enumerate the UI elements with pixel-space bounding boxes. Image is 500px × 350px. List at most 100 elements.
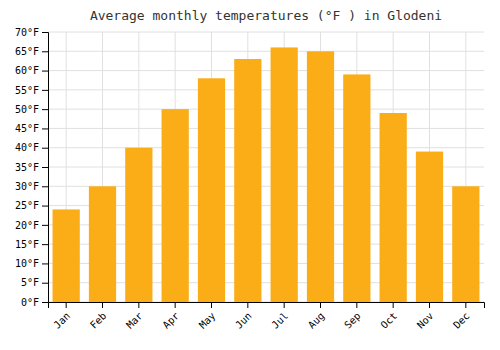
x-tick-label: Feb xyxy=(88,310,109,331)
x-tick: Sep xyxy=(342,302,363,331)
grid-line xyxy=(48,32,484,33)
y-tick: 65°F xyxy=(15,46,48,57)
y-tick-label: 25°F xyxy=(15,200,39,211)
y-tick-label: 60°F xyxy=(15,65,39,76)
bar xyxy=(452,186,479,302)
bar xyxy=(53,209,80,302)
x-tick-mark xyxy=(138,302,139,308)
grid-line xyxy=(48,51,484,52)
x-tick-mark xyxy=(102,302,103,308)
y-axis-line xyxy=(42,33,49,303)
x-tick-label: May xyxy=(197,310,218,331)
y-tick-label: 65°F xyxy=(15,46,39,57)
bars xyxy=(53,47,480,302)
x-tick: Jan xyxy=(52,302,73,331)
bar xyxy=(198,78,225,302)
y-tick-mark xyxy=(42,206,48,207)
x-tick-mark xyxy=(465,302,466,308)
y-tick: 10°F xyxy=(15,258,48,269)
bar xyxy=(162,109,189,302)
x-tick: Feb xyxy=(88,302,109,331)
x-tick-label: Jun xyxy=(233,310,254,331)
y-tick: 0°F xyxy=(21,297,48,308)
y-tick-mark xyxy=(42,167,48,168)
y-axis: 0°F 5°F 10°F 15°F 20°F 25°F 30°F 35°F 40°F 45°F 50… xyxy=(15,27,49,308)
x-tick-mark xyxy=(393,302,394,308)
x-tick-mark xyxy=(175,302,176,308)
y-tick: 45°F xyxy=(15,123,48,134)
y-tick-mark xyxy=(42,186,48,187)
bar xyxy=(380,113,407,302)
x-tick-mark xyxy=(356,302,357,308)
x-tick-label: Jan xyxy=(52,310,73,331)
y-tick-label: 35°F xyxy=(15,162,39,173)
x-grid xyxy=(66,32,466,302)
x-axis: Jan Feb Mar Apr May Jun Jul Aug Sep Oct Nov Dec xyxy=(49,302,485,331)
x-tick-label: Oct xyxy=(379,310,400,331)
x-tick-label: Apr xyxy=(161,310,182,331)
y-tick: 25°F xyxy=(15,200,48,211)
title: Average monthly temperatures (°F ) in Gl… xyxy=(90,8,442,23)
bar xyxy=(416,152,443,302)
y-tick-label: 70°F xyxy=(15,27,39,38)
y-tick-mark xyxy=(42,51,48,52)
x-tick: Aug xyxy=(306,302,327,331)
y-tick-mark xyxy=(42,32,48,33)
y-tick: 30°F xyxy=(15,181,48,192)
y-tick-label: 0°F xyxy=(21,297,39,308)
x-tick-mark xyxy=(66,302,67,308)
y-tick: 70°F xyxy=(15,27,48,38)
y-tick: 20°F xyxy=(15,220,48,231)
x-tick: May xyxy=(197,302,218,331)
y-tick-mark xyxy=(42,71,48,72)
x-tick-label: Aug xyxy=(306,310,327,331)
y-tick-label: 30°F xyxy=(15,181,39,192)
x-tick: Jun xyxy=(233,302,254,331)
x-tick: Jul xyxy=(270,302,291,331)
grid-line xyxy=(48,147,484,148)
y-tick-label: 45°F xyxy=(15,123,39,134)
grid-line xyxy=(48,128,484,129)
y-tick-mark xyxy=(42,283,48,284)
x-tick: Mar xyxy=(124,302,145,331)
grid-line xyxy=(48,109,484,110)
x-tick-mark xyxy=(284,302,285,308)
y-tick: 60°F xyxy=(15,65,48,76)
x-tick-mark xyxy=(320,302,321,308)
y-tick: 55°F xyxy=(15,85,48,96)
y-tick-mark xyxy=(42,90,48,91)
x-tick-label: Mar xyxy=(124,310,145,331)
x-axis-line xyxy=(49,303,485,309)
bar xyxy=(125,148,152,302)
bar xyxy=(307,51,334,302)
y-tick-label: 15°F xyxy=(15,239,39,250)
y-tick-mark xyxy=(42,109,48,110)
y-tick-label: 10°F xyxy=(15,258,39,269)
x-tick: Nov xyxy=(415,302,436,331)
y-tick: 15°F xyxy=(15,239,48,250)
y-tick: 5°F xyxy=(21,277,48,288)
y-tick-mark xyxy=(42,263,48,264)
x-tick: Dec xyxy=(451,302,472,331)
x-tick-mark xyxy=(211,302,212,308)
bar xyxy=(271,47,298,302)
x-tick: Oct xyxy=(379,302,400,331)
x-tick-mark xyxy=(429,302,430,308)
y-tick-mark xyxy=(42,225,48,226)
plot: 0°F 5°F 10°F 15°F 20°F 25°F 30°F 35°F 40°F 45°F 50… xyxy=(15,27,485,331)
bar xyxy=(89,186,116,302)
x-tick-label: Dec xyxy=(451,310,472,331)
grid-line xyxy=(48,70,484,71)
bar xyxy=(343,74,370,302)
y-tick-label: 50°F xyxy=(15,104,39,115)
y-tick-label: 20°F xyxy=(15,220,39,231)
y-tick-mark xyxy=(42,128,48,129)
bar xyxy=(234,59,261,302)
grid-line xyxy=(48,89,484,90)
y-tick-mark xyxy=(42,244,48,245)
y-grid xyxy=(48,32,484,302)
y-tick: 40°F xyxy=(15,142,48,153)
y-tick: 50°F xyxy=(15,104,48,115)
y-tick-mark xyxy=(42,302,48,303)
x-tick: Apr xyxy=(161,302,182,331)
